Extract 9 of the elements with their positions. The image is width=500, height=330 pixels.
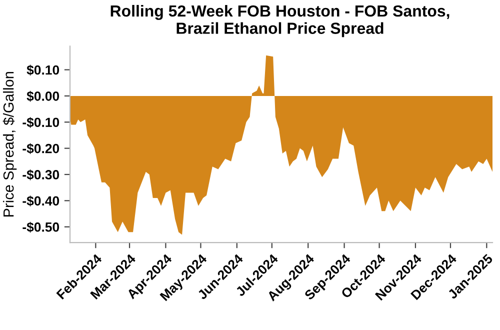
- y-tick-label: -$0.20: [22, 143, 60, 154]
- y-tick-label: -$0.30: [22, 169, 60, 180]
- chart-title: Rolling 52-Week FOB Houston - FOB Santos, Brazil Ethanol Price Spread: [110, 4, 450, 38]
- y-axis-title: Price Spread, $/Gallon: [2, 72, 17, 217]
- y-tick-label: -$0.50: [22, 222, 60, 233]
- y-tick-label: $0.00: [26, 90, 60, 102]
- y-tick-label: -$0.10: [22, 117, 60, 128]
- y-tick-label: $0.10: [26, 64, 60, 76]
- y-tick-label: -$0.40: [22, 196, 60, 206]
